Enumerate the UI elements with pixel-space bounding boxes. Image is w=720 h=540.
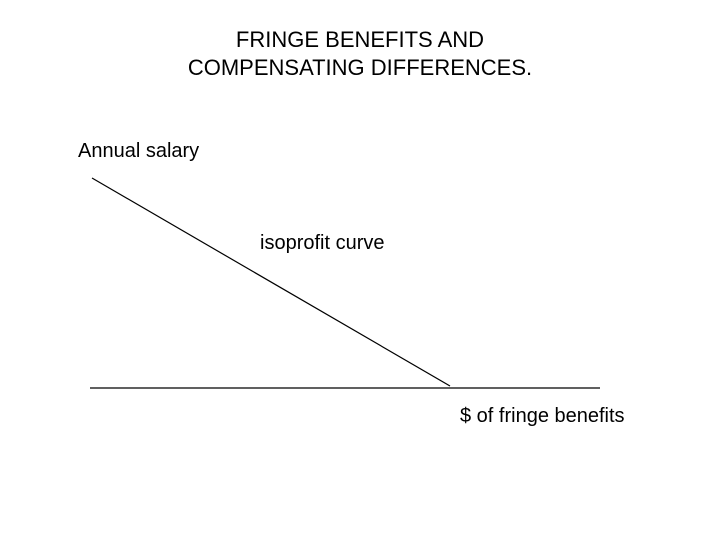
isoprofit-curve-line	[92, 178, 450, 386]
diagram-stage: FRINGE BENEFITS AND COMPENSATING DIFFERE…	[0, 0, 720, 540]
diagram-svg	[0, 0, 720, 540]
